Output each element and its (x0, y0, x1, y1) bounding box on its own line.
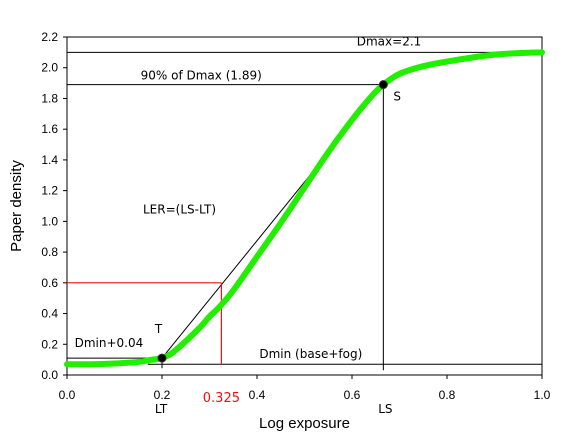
y-tick-label: 2.0 (41, 61, 58, 75)
y-tick-label: 0.2 (41, 337, 58, 351)
label-dmin-plus: Dmin+0.04 (75, 336, 144, 350)
y-tick-label: 1.6 (41, 122, 58, 136)
plot-area (64, 36, 545, 376)
label-dmin-base-fog: Dmin (base+fog) (259, 347, 362, 361)
x-tick-label: 0.6 (344, 388, 361, 402)
plot-frame (66, 36, 543, 376)
label-ls: LS (378, 402, 392, 416)
y-tick-label: 0.4 (41, 307, 58, 321)
y-tick-label: 1.2 (41, 184, 58, 198)
x-tick-label: 0.2 (154, 388, 171, 402)
y-tick-label: 2.2 (41, 30, 58, 44)
point-label-t: T (154, 322, 163, 336)
y-axis: 0.0 0.2 0.4 0.6 0.8 1.0 1.2 1.4 1.6 1.8 2.0 2.2 (41, 30, 67, 382)
y-tick-label: 0.8 (41, 245, 58, 259)
x-axis: 0.0 0.2 0.4 0.6 0.8 1.0 (59, 375, 551, 402)
label-ler: LER=(LS-LT) (143, 203, 216, 217)
point-t (157, 353, 167, 363)
marked-points (157, 80, 388, 363)
label-lt: LT (155, 402, 168, 416)
x-axis-title: Log exposure (259, 415, 350, 432)
highlight-lines (67, 282, 222, 365)
x-tick-label: 1.0 (534, 388, 551, 402)
point-label-s: S (393, 90, 401, 104)
series-line-characteristic-curve (64, 49, 545, 368)
y-tick-label: 1.0 (41, 214, 58, 228)
point-s (378, 80, 388, 90)
label-highlight-x: 0.325 (203, 391, 240, 406)
label-dmax: Dmax=2.1 (357, 34, 422, 48)
y-tick-label: 1.4 (41, 153, 58, 167)
x-tick-label: 0.8 (439, 388, 456, 402)
y-axis-title: Paper density (8, 160, 25, 252)
x-tick-label: 0.0 (59, 388, 76, 402)
y-tick-label: 0.6 (41, 276, 58, 290)
label-90-dmax: 90% of Dmax (1.89) (141, 69, 262, 83)
y-tick-label: 1.8 (41, 91, 58, 105)
construction-lines (67, 51, 542, 371)
x-tick-label: 0.4 (249, 388, 266, 402)
y-tick-label: 0.0 (41, 368, 58, 382)
